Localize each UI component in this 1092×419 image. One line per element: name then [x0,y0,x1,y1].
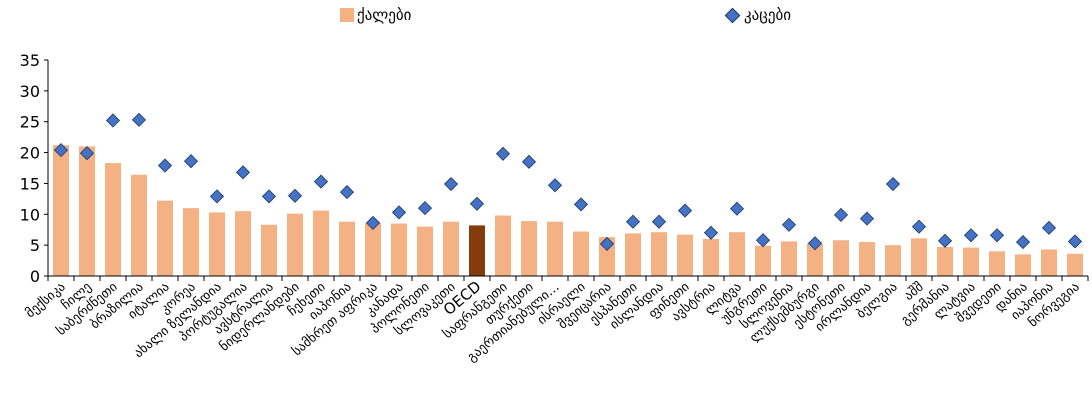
marker-men [417,201,433,216]
marker-men [105,113,121,128]
marker-men [755,233,771,248]
marker-men [495,146,511,161]
legend-item-men: კაცები [724,4,791,26]
marker-men [651,214,667,229]
y-tick-label: 30 [20,82,40,101]
marker-men [157,158,173,173]
bar-women [521,221,537,276]
legend-marker-men [724,7,741,23]
marker-men [573,197,589,212]
legend-label-women: ქალები [357,6,412,24]
bar-women [755,245,771,276]
marker-men [53,143,69,158]
marker-men [1041,220,1057,235]
bar-women [651,232,667,276]
y-tick-label: 5 [30,236,40,255]
marker-men [885,176,901,192]
marker-men [989,228,1005,243]
bar-women [573,231,589,276]
marker-men [235,165,251,180]
marker-men [131,112,147,127]
bar-women [79,146,95,276]
x-axis: მექსიკაჩილესაბერძნეთიბრაზილიაიტალიაკორეა… [23,275,1089,365]
marker-men [859,211,875,226]
marker-men [703,225,719,240]
bar-women [807,243,823,276]
bar-women [261,224,277,276]
bar-women [157,200,173,276]
legend-label-men: კაცები [744,6,791,24]
marker-men [599,236,615,251]
bar-women [235,211,251,276]
marker-men [937,233,953,248]
marker-men [729,201,745,216]
bar-women [339,221,355,276]
bar-women [989,251,1005,276]
marker-men [963,228,979,243]
marker-men [183,154,199,169]
bar-women [625,233,641,276]
bar-women [911,238,927,276]
bar-women [287,213,303,276]
marker-men [547,178,563,193]
marker-men [625,214,641,229]
bar-women [53,145,69,276]
legend-item-women: ქალები [340,4,411,26]
legend-swatch-women [340,8,354,22]
bar-women [495,215,511,276]
bar-women [963,247,979,276]
bar-women [391,223,407,276]
y-tick-label: 35 [20,51,40,70]
bar-women [131,174,147,276]
marker-men [833,207,849,222]
marker-men [365,215,381,230]
bar-women [365,222,381,276]
marker-men [313,174,329,189]
marker-men [677,203,693,218]
bar-women [183,208,199,276]
bar-women [937,246,953,276]
bar-women [781,241,797,276]
bar-women [677,234,693,276]
bar-women [417,226,433,276]
y-tick-label: 10 [20,205,40,224]
y-tick-label: 0 [30,267,40,286]
marker-men [261,189,277,204]
bar-women [105,163,121,276]
marker-men [781,217,797,232]
bar-series-women [53,145,1083,276]
bar-women [859,242,875,276]
marker-men [807,236,823,251]
bar-women [1041,249,1057,276]
y-axis: 0 5 10 15 20 25 30 35 [20,51,49,286]
bar-women [443,221,459,276]
y-tick-label: 20 [20,144,40,163]
marker-men [443,176,459,192]
y-tick-label: 15 [20,174,40,193]
y-tick-label: 25 [20,113,40,132]
marker-men [469,196,485,211]
bar-women [703,238,719,276]
bar-women [209,212,225,276]
marker-men [79,146,95,161]
marker-series-men [53,112,1083,251]
marker-men [391,205,407,220]
marker-men [911,219,927,234]
bar-women [469,225,485,276]
bar-women [1067,253,1083,276]
bar-women [729,232,745,276]
bar-women [1015,254,1031,276]
marker-men [1067,234,1083,249]
marker-men [339,185,355,200]
bar-women [833,240,849,276]
marker-men [209,189,225,204]
marker-men [287,188,303,203]
bar-women [885,245,901,276]
bar-women [313,210,329,276]
marker-men [1015,234,1031,250]
bar-women [547,221,563,276]
marker-men [521,154,537,169]
